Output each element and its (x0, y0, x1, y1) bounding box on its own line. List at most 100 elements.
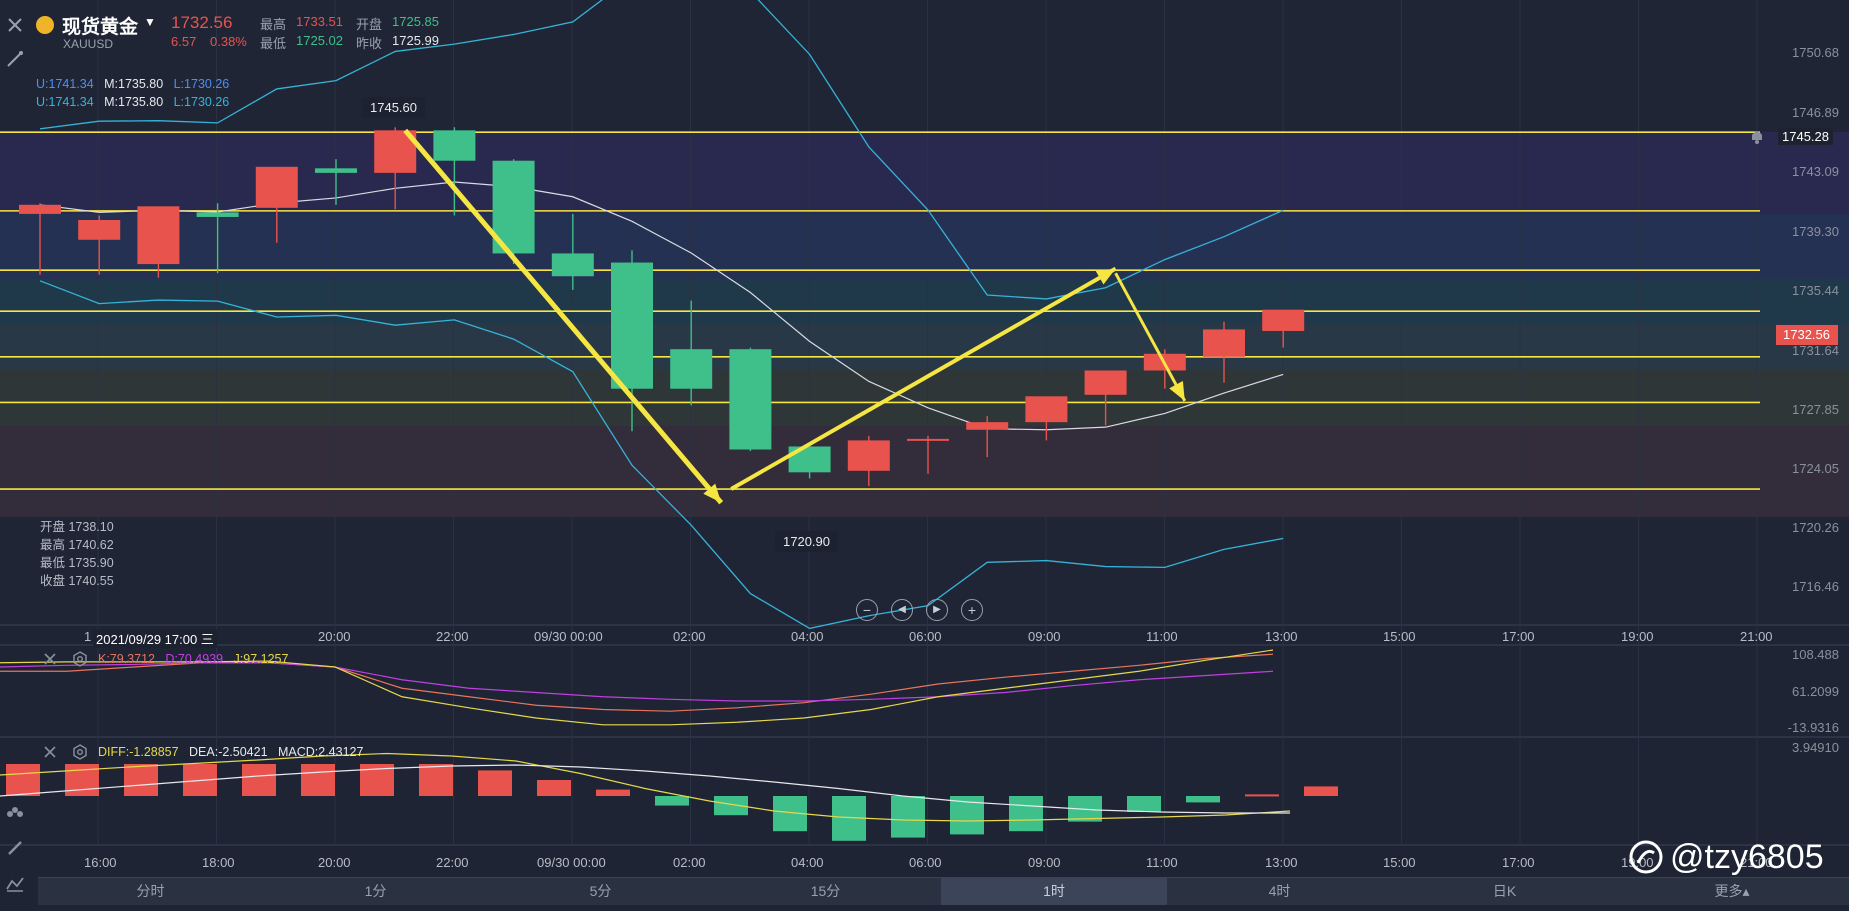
settings-icon[interactable] (72, 744, 88, 760)
down-arrow (403, 128, 724, 505)
prev-close-value: 1725.99 (392, 33, 439, 48)
settings-icon[interactable] (72, 651, 88, 667)
candle-body (196, 212, 239, 217)
band-blue (0, 214, 1849, 279)
x-tick: 21:00 (1740, 855, 1773, 870)
down-arrow-small (1114, 272, 1187, 402)
kdj-d-line (0, 662, 1274, 702)
hline-price-tag[interactable]: 1745.28 (1778, 128, 1833, 145)
x-tick: 13:00 (1265, 629, 1298, 644)
band-teal2 (0, 323, 1849, 370)
tab-4hour[interactable]: 4时 (1268, 883, 1291, 899)
alarm-bell-icon[interactable] (1748, 127, 1766, 145)
candles (19, 127, 1305, 486)
x-tick: 06:00 (909, 855, 942, 870)
macd-legend: DIFF:-1.28857 DEA:-2.50421 MACD:2.43127 (98, 745, 363, 759)
x-tick: 20:00 (318, 629, 351, 644)
macd-histogram (0, 752, 1338, 841)
y-tick: 1724.05 (1792, 461, 1839, 476)
x-tick: 09:00 (1028, 855, 1061, 870)
candle-body (433, 130, 476, 161)
indicator-icon[interactable] (0, 798, 30, 826)
down-arrow-head (703, 483, 722, 503)
kdj-axis-bottom: -13.9316 (1787, 720, 1839, 735)
kdj-lines (0, 649, 1274, 726)
candle-body (315, 168, 357, 173)
close-icon[interactable] (4, 14, 26, 36)
macd-diff-line (0, 752, 1291, 822)
x-tick: 04:00 (791, 629, 824, 644)
tab-1min[interactable]: 1分 (364, 883, 387, 899)
macd-bar (124, 764, 158, 796)
zoom-out-button[interactable]: − (856, 599, 878, 621)
symbol-code: XAUUSD (63, 37, 114, 51)
chart-type-icon[interactable] (0, 870, 30, 898)
x-tick: 02:00 (673, 629, 706, 644)
tab-timeshare[interactable]: 分时 (136, 883, 165, 899)
x-tick: 15:00 (1383, 855, 1416, 870)
x-tick: 04:00 (791, 855, 824, 870)
chevron-down-icon[interactable]: ▼ (144, 15, 156, 29)
tab-daily[interactable]: 日K (1492, 883, 1517, 899)
tab-more[interactable]: 更多▴ (1714, 883, 1750, 899)
current-price-tag-bg (1776, 325, 1838, 345)
macd-bar (1009, 796, 1043, 832)
kdj-legend: K:79.3712 D:70.4939 J:97.1257 (98, 652, 288, 666)
x-tick: 09/30 00:00 (537, 855, 606, 870)
candle-body (1025, 396, 1068, 423)
candle-body (670, 349, 713, 389)
kdj-j: J:97.1257 (233, 652, 289, 666)
candle-body (137, 206, 180, 265)
ohlc-close: 收盘 1740.55 (40, 574, 114, 588)
x-tick: 16:00 (84, 855, 117, 870)
close-indicator-icon[interactable] (42, 744, 58, 760)
macd-bar (419, 764, 453, 796)
candle-body (611, 262, 653, 389)
tab-5min[interactable]: 5分 (589, 883, 612, 899)
prev-close-label: 昨收 (356, 36, 383, 51)
boll-legend-row1: U:1741.34 M:1735.80 L:1730.26 (36, 77, 229, 91)
boll-legend-row2: U:1741.34 M:1735.80 L:1730.26 (36, 95, 229, 109)
y-tick: 1739.30 (1792, 224, 1839, 239)
current-price-tag: 1732.56 (1783, 327, 1830, 342)
candle-body (907, 438, 949, 441)
macd-bar (301, 764, 335, 796)
gold-coin-icon (36, 16, 54, 34)
scroll-end-button[interactable]: ▶ (926, 599, 948, 621)
zoom-in-button[interactable]: + (961, 599, 983, 621)
y-tick: 1716.46 (1792, 579, 1839, 594)
y-tick: 1743.09 (1792, 164, 1839, 179)
watermark-text: @tzy6805 (1670, 838, 1824, 876)
boll-upper: U:1741.34 (36, 95, 94, 109)
macd-diff: DIFF:-1.28857 (98, 745, 179, 759)
boll-mid: M:1735.80 (104, 77, 164, 91)
tab-15min[interactable]: 15分 (810, 883, 841, 899)
candle-body (729, 349, 772, 450)
x-tick: 17:00 (1502, 855, 1535, 870)
macd-bar (242, 764, 276, 796)
macd-bar (537, 780, 571, 796)
y-tick: 1735.44 (1792, 283, 1839, 298)
x-tick: 06:00 (909, 629, 942, 644)
kdj-k: K:79.3712 (98, 652, 155, 666)
x-tick: 19:00 (1621, 629, 1654, 644)
instrument-title[interactable]: 现货黄金 (62, 17, 139, 38)
draw-tool-icon[interactable] (4, 48, 26, 70)
candle-body (1084, 370, 1127, 395)
candle-body (966, 422, 1009, 430)
pencil-icon[interactable] (0, 834, 30, 862)
low-marker-tag: 1720.90 (775, 531, 838, 552)
close-indicator-icon[interactable] (42, 651, 58, 667)
x-tick: 21:00 (1740, 629, 1773, 644)
up-arrow (730, 266, 1117, 491)
y-tick: 1731.64 (1792, 343, 1839, 358)
x-tick: 13:00 (1265, 855, 1298, 870)
x-tick: 11:00 (1146, 855, 1178, 870)
x-tick: 11:00 (1146, 629, 1178, 644)
tab-1hour[interactable]: 1时 (941, 878, 1167, 905)
scroll-start-button[interactable]: ◀ (891, 599, 913, 621)
boll-upper: U:1741.34 (36, 77, 94, 91)
price-change: 6.57 (171, 34, 197, 49)
timeframe-bar: 分时 1分 5分 15分 1时 4时 日K 更多▴ (38, 877, 1849, 905)
x-tick: 18:00 (202, 855, 235, 870)
